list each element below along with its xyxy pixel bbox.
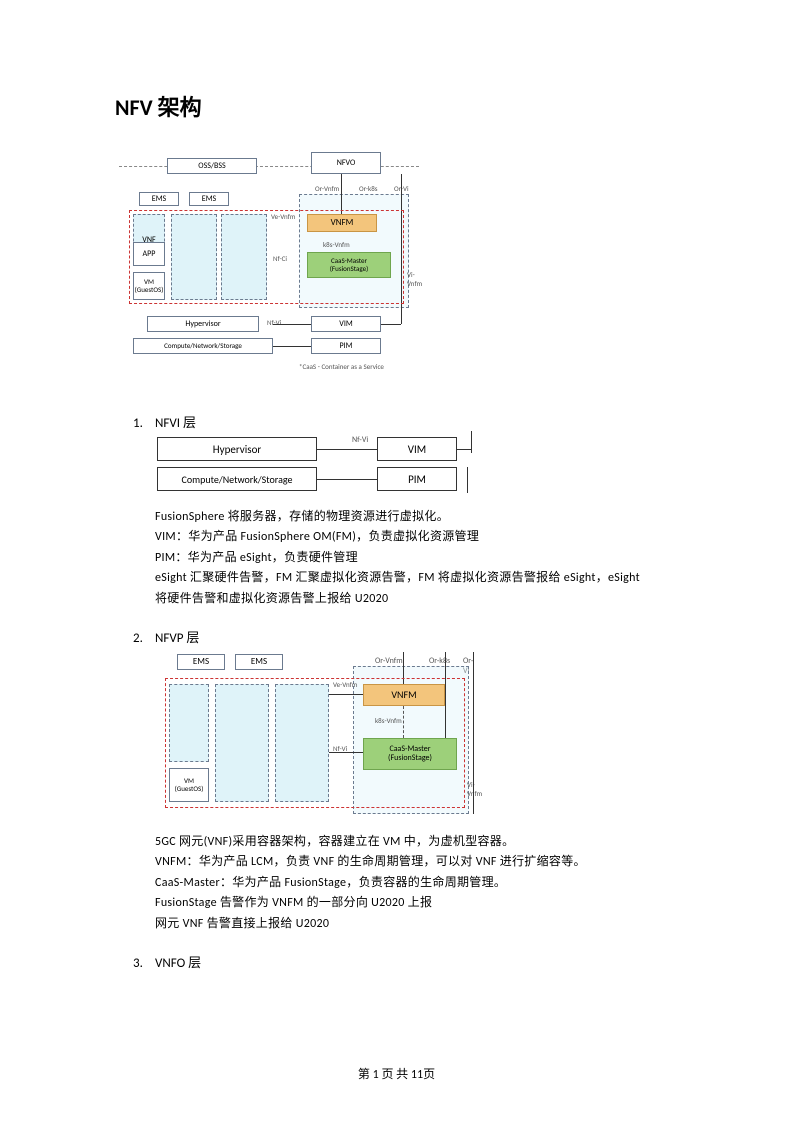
nfvp-heading: 2.NFVP 层 [133,627,678,646]
p-1-3: eSight 汇聚硬件告警，FM 汇聚虚拟化资源告警，FM 将虚拟化资源告警报给… [155,568,678,588]
cns-box2: Compute/Network/Storage [157,467,317,491]
nfvp-ork8s: Or-k8s [429,656,450,666]
nfvp-ems1: EMS [177,654,225,670]
page-footer: 第 1 页 共 11页 [0,1065,793,1082]
hyper-box: Hypervisor [147,316,259,332]
p-2-3: FusionStage 告警作为 VNFM 的一部分向 U2020 上报 [155,893,678,913]
ems2-box: EMS [189,192,229,206]
footnote: *CaaS - Container as a Service [299,362,384,371]
vim-box: VIM [311,316,381,332]
nfvp-caas: CaaS-Master (FusionStage) [363,738,457,770]
nfvo-box: NFVO [311,152,381,174]
p-2-2: CaaS-Master：华为产品 FusionStage，负责容器的生命周期管理… [155,873,678,893]
vim-box2: VIM [377,437,457,461]
nfvp-diagram: EMS EMS Or-Vnfm Or-k8s Or-Vi VNF APP VM … [157,652,477,822]
caas-box: CaaS-Master (FusionStage) [307,252,391,278]
nfvp-vnf1-group [215,684,269,802]
nfvi-if-label: Nf-Vi [352,435,368,445]
nfvi-diagram: Hypervisor Compute/Network/Storage VIM P… [157,437,477,493]
page-title: NFV 架构 [115,90,678,122]
pim-box2: PIM [377,467,457,491]
nfvp-vnf-outer [169,684,209,762]
pim-box: PIM [311,338,381,354]
p-1-0: FusionSphere 将服务器，存储的物理资源进行虚拟化。 [155,507,678,527]
vnf1-group [171,214,217,300]
hyper-box2: Hypervisor [157,437,317,461]
p-1-2: PIM：华为产品 eSight，负责硬件管理 [155,548,678,568]
p-1-4: 将硬件告警和虚拟化资源告警上报给 U2020 [155,589,678,609]
ems1-box: EMS [139,192,179,206]
main-architecture-diagram: OSS/BSS NFVO Or-Vnfm Or-k8s Or-Vi EMS EM… [119,152,419,382]
nfvp-ems2: EMS [235,654,283,670]
p-2-0: 5GC 网元(VNF)采用容器架构，容器建立在 VM 中，为虚机型容器。 [155,832,678,852]
section-nfvi: 1.NFVI 层 Hypervisor Compute/Network/Stor… [115,412,678,609]
nfvi-label: Nf-Vi [267,318,281,327]
nfvp-orvnfm: Or-Vnfm [375,656,403,666]
vnfo-heading: 3.VNFO 层 [133,952,678,971]
cns-box: Compute/Network/Storage [133,338,273,354]
p-2-4: 网元 VNF 告警直接上报给 U2020 [155,914,678,934]
p-1-1: VIM：华为产品 FusionSphere OM(FM)，负责虚拟化资源管理 [155,527,678,547]
nfvp-vnfm: VNFM [363,684,445,706]
nfvi-heading: 1.NFVI 层 [133,412,678,431]
vnfm-box: VNFM [307,214,377,232]
ork8s-label: Or-k8s [359,184,377,193]
section-nfvp: 2.NFVP 层 EMS EMS Or-Vnfm Or-k8s Or-Vi VN… [115,627,678,934]
vnf2-group [221,214,267,300]
orvnfm-label: Or-Vnfm [315,184,339,193]
oss-box: OSS/BSS [167,158,257,174]
p-2-1: VNFM：华为产品 LCM，负责 VNF 的生命周期管理，可以对 VNF 进行扩… [155,852,678,872]
vivnfm-label: Vi-Vnfm [407,270,422,288]
nfvp-vnf2-group [275,684,329,802]
section-vnfo: 3.VNFO 层 [115,952,678,971]
